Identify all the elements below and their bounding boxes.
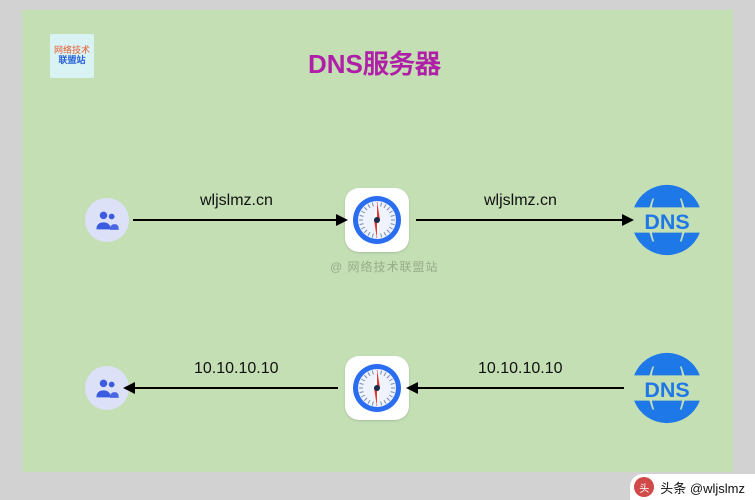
users-icon <box>93 374 121 402</box>
dns-globe-icon: DNS <box>628 349 706 427</box>
logo-line2: 联盟站 <box>58 56 85 66</box>
arrow-head-left <box>123 382 135 394</box>
logo-badge: 网络技术 联盟站 <box>50 34 94 78</box>
arrow-line <box>416 387 624 389</box>
dns-node: DNS <box>628 349 706 427</box>
arrow-label: 10.10.10.10 <box>478 360 563 378</box>
footer-attribution: 头 头条 @wljslmz <box>630 474 755 500</box>
arrow-line <box>416 219 624 221</box>
browser-node <box>345 188 409 252</box>
watermark-text: @ 网络技术联盟站 <box>330 258 439 275</box>
arrow-label: wljslmz.cn <box>200 192 273 210</box>
browser-icon <box>351 362 403 414</box>
outer-canvas: 网络技术 联盟站 DNS服务器 @ 网络技术联盟站 <box>0 0 755 500</box>
dns-globe-icon: DNS <box>628 181 706 259</box>
footer-text: 头条 @wljslmz <box>660 478 745 497</box>
users-icon <box>93 206 121 234</box>
arrow-label: 10.10.10.10 <box>194 360 279 378</box>
arrow-head-right <box>622 214 634 226</box>
footer-avatar: 头 <box>634 477 654 497</box>
arrow-head-right <box>336 214 348 226</box>
users-node <box>85 198 129 242</box>
arrow-label: wljslmz.cn <box>484 192 557 210</box>
dns-node: DNS <box>628 181 706 259</box>
arrow-line <box>133 219 338 221</box>
arrow-line <box>133 387 338 389</box>
browser-icon <box>351 194 403 246</box>
dns-text: DNS <box>644 210 689 234</box>
dns-text: DNS <box>644 378 689 402</box>
browser-node <box>345 356 409 420</box>
arrow-head-left <box>406 382 418 394</box>
page-title: DNS服务器 <box>308 44 441 81</box>
